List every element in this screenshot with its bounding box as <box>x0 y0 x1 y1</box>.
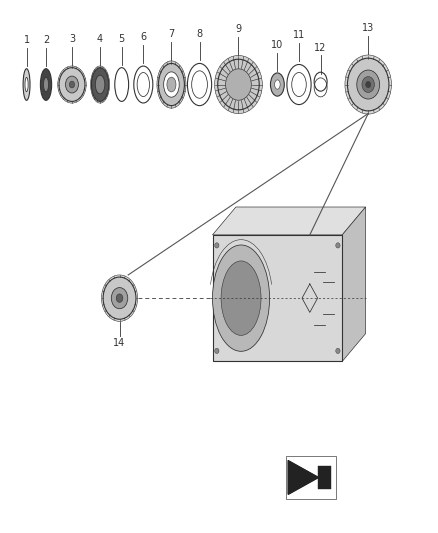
Ellipse shape <box>92 68 109 101</box>
Ellipse shape <box>336 348 340 353</box>
Ellipse shape <box>157 61 186 108</box>
Ellipse shape <box>59 68 85 101</box>
Ellipse shape <box>164 72 179 97</box>
Text: 14: 14 <box>113 338 126 348</box>
Text: 2: 2 <box>43 35 49 45</box>
Ellipse shape <box>212 245 270 351</box>
Ellipse shape <box>215 243 219 248</box>
Text: 1: 1 <box>24 35 30 45</box>
Polygon shape <box>342 207 366 361</box>
Ellipse shape <box>159 63 184 106</box>
Ellipse shape <box>95 75 105 94</box>
Text: 10: 10 <box>271 40 283 50</box>
Ellipse shape <box>103 277 136 319</box>
Ellipse shape <box>226 69 251 100</box>
Ellipse shape <box>270 73 284 96</box>
Ellipse shape <box>91 66 110 103</box>
Ellipse shape <box>23 69 30 100</box>
Ellipse shape <box>58 66 86 103</box>
Text: 7: 7 <box>168 29 175 39</box>
Bar <box>318 466 331 489</box>
Text: 4: 4 <box>97 34 103 44</box>
Polygon shape <box>212 207 366 235</box>
Ellipse shape <box>66 76 78 93</box>
Ellipse shape <box>366 82 371 88</box>
Ellipse shape <box>116 294 123 302</box>
Ellipse shape <box>275 80 280 89</box>
Ellipse shape <box>292 72 306 96</box>
Ellipse shape <box>111 288 128 309</box>
Text: 11: 11 <box>293 30 305 41</box>
Ellipse shape <box>40 69 52 100</box>
Ellipse shape <box>134 66 153 103</box>
Polygon shape <box>212 235 342 361</box>
Ellipse shape <box>102 275 138 321</box>
Text: 12: 12 <box>314 43 327 53</box>
Text: 9: 9 <box>235 25 241 34</box>
Bar <box>286 456 336 498</box>
Text: 8: 8 <box>197 29 203 39</box>
Ellipse shape <box>336 243 340 248</box>
Polygon shape <box>288 461 318 494</box>
Ellipse shape <box>347 58 389 111</box>
Ellipse shape <box>137 72 149 96</box>
Ellipse shape <box>357 70 380 99</box>
Ellipse shape <box>215 348 219 353</box>
Text: 6: 6 <box>140 32 146 42</box>
Ellipse shape <box>192 71 208 98</box>
Ellipse shape <box>345 55 392 114</box>
Ellipse shape <box>362 77 374 92</box>
Text: 3: 3 <box>69 34 75 44</box>
Text: 13: 13 <box>362 23 374 33</box>
Ellipse shape <box>221 261 261 335</box>
Ellipse shape <box>167 77 176 92</box>
Text: 5: 5 <box>119 34 125 44</box>
Ellipse shape <box>43 77 49 92</box>
Ellipse shape <box>69 81 74 88</box>
Ellipse shape <box>25 77 28 92</box>
Ellipse shape <box>218 59 259 110</box>
Ellipse shape <box>187 63 212 106</box>
Ellipse shape <box>287 64 311 104</box>
Ellipse shape <box>215 55 262 114</box>
